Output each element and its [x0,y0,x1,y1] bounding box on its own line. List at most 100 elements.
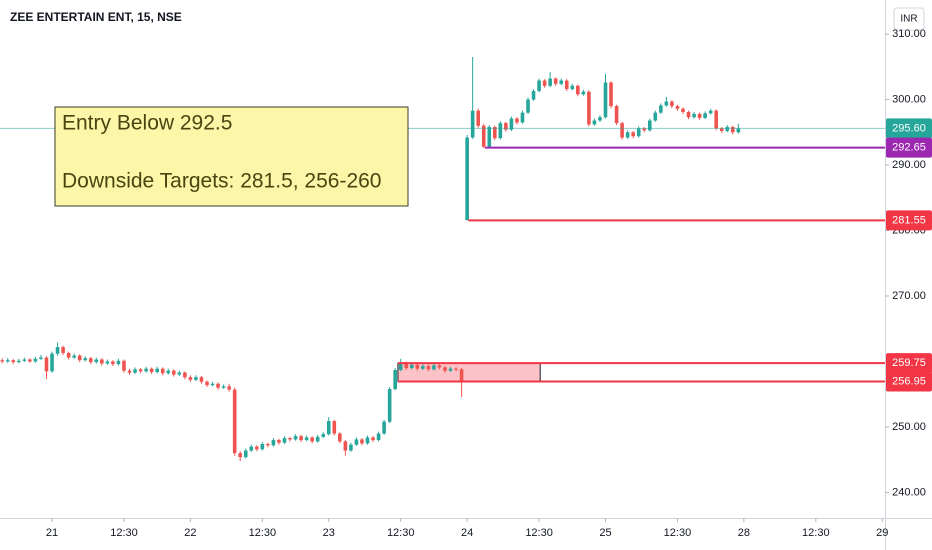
candle-body [470,110,475,138]
candle-body [321,434,326,437]
candle-body [504,123,508,130]
candle-body [55,347,60,354]
candle-body [515,118,519,123]
candle-body [398,362,403,370]
annotation-line: Entry Below 292.5 [62,112,232,135]
candle-body [50,353,54,372]
candle-body [271,440,276,446]
candle-body [277,440,281,443]
candle-body [44,357,49,372]
price-tag [886,371,932,392]
y-tick-label: 300.00 [892,93,926,105]
price-tag-label: 259.75 [892,357,926,369]
candle-body [432,365,436,370]
annotation-box [54,106,409,207]
candle-body [22,359,27,361]
candle-body [625,132,630,138]
candle-body [570,85,575,90]
candle-body [382,421,386,434]
candle-body [310,437,314,442]
plot-area [0,56,885,462]
candle-body [238,453,243,458]
candle-body [11,360,16,363]
x-tick-label: 12:30 [110,527,138,539]
candle-body [647,120,652,131]
candle-body [681,108,685,112]
candle-body [105,361,110,364]
candle-body [531,91,536,100]
candle-body [614,106,619,124]
candle-body [526,99,530,113]
x-tick-label: 12:30 [802,527,830,539]
candle-body [39,357,43,359]
x-tick-label: 21 [46,527,58,539]
y-tick-label: 290.00 [892,159,926,171]
candle-body [149,368,154,372]
candle-body [343,441,348,451]
price-tag-label: 281.55 [892,214,926,226]
candle-body [459,369,464,382]
price-tag [886,137,932,158]
candle-body [166,370,171,374]
candle-body [664,101,669,106]
candle-body [83,358,88,361]
candle-body [443,367,447,371]
candle-body [72,355,76,358]
candle-body [675,106,680,109]
x-tick-label: 22 [184,527,196,539]
candle-body [714,110,718,129]
candle-body [454,368,458,370]
candle-body [697,113,702,118]
candle-body [171,370,176,375]
candle-body [77,355,82,361]
candle-body [476,110,480,126]
candle-body [703,113,707,118]
candle-body [61,347,65,353]
candle-body [498,123,503,139]
candle-body [138,369,143,372]
candle-body [564,80,569,90]
chart-title: ZEE ENTERTAIN ENT, 15, NSE [10,10,182,24]
candle-body [127,370,132,373]
candle-body [509,118,514,130]
x-tick-label: 12:30 [387,527,415,539]
candle-body [94,359,99,363]
annotation-line: Downside Targets: 281.5, 256-260 [62,170,382,193]
candle-body [122,360,126,371]
x-tick-label: 29 [876,527,888,539]
currency-box[interactable] [893,7,925,31]
candle-body [730,127,735,133]
candle-body [415,364,420,369]
candle-body [642,128,647,131]
candle-body [609,82,613,107]
candle-body [587,91,591,125]
candle-body [448,368,453,371]
candle-body [232,389,237,454]
candle-body [216,383,220,388]
candle-body [631,132,635,137]
candle-body [360,439,364,444]
candle-body [160,368,165,374]
x-tick-label: 24 [461,527,473,539]
candle-body [155,368,159,372]
candle-body [210,383,215,386]
candle-body [255,446,259,450]
candle-body [692,113,696,118]
candle-body [249,446,254,451]
candle-body [5,360,10,362]
candle-body [719,128,724,131]
candle-body [243,450,248,458]
candle-body [520,112,525,123]
candle-body [304,437,309,441]
price-tag [886,353,932,374]
candle-body [576,85,580,95]
candle-body [194,377,198,380]
candle-body [354,439,359,445]
candle-body [260,444,265,450]
price-tag-label: 292.65 [892,142,926,154]
candle-body [708,110,713,114]
candle-body [465,137,469,221]
candle-body [227,386,231,390]
